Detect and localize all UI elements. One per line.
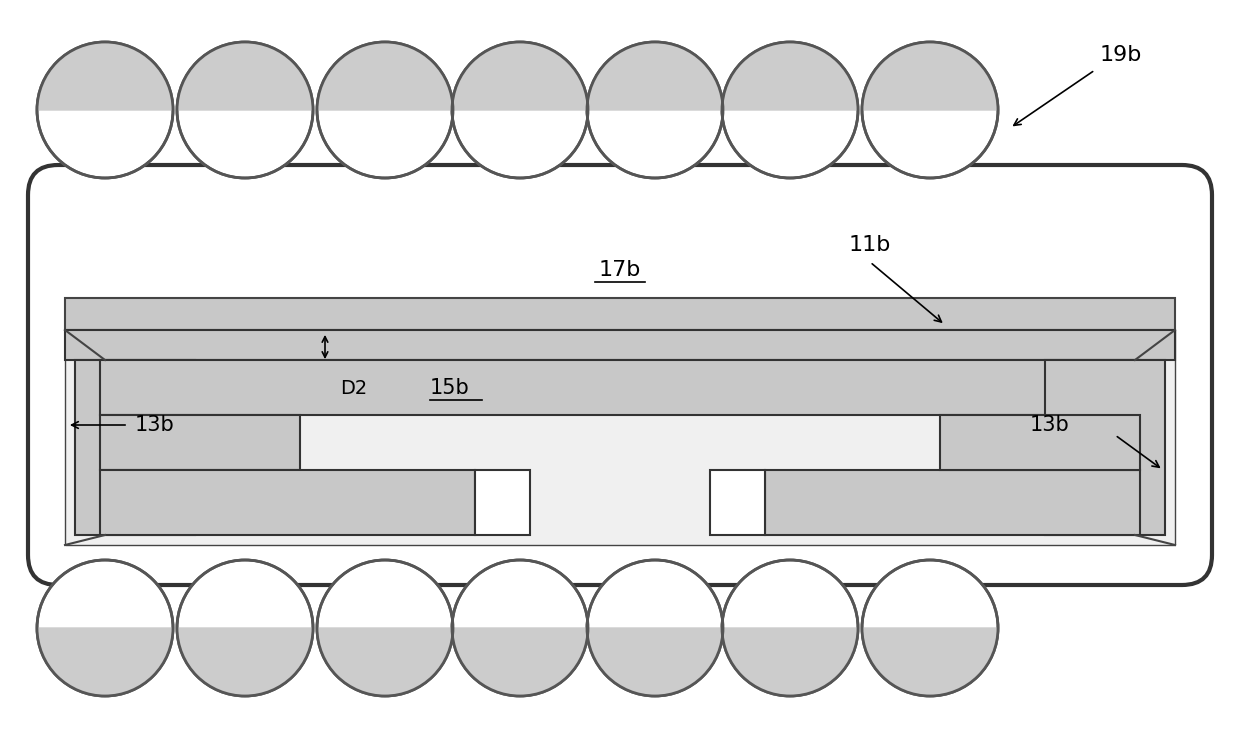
Bar bbox=[74, 360, 195, 535]
Ellipse shape bbox=[37, 42, 174, 178]
FancyBboxPatch shape bbox=[29, 165, 1211, 585]
Bar bbox=[100, 360, 1140, 415]
Polygon shape bbox=[722, 42, 858, 110]
Ellipse shape bbox=[862, 42, 998, 178]
Text: 11b: 11b bbox=[849, 235, 892, 255]
Ellipse shape bbox=[453, 42, 588, 178]
Bar bbox=[64, 330, 1176, 545]
Ellipse shape bbox=[722, 42, 858, 178]
Bar bbox=[1045, 360, 1166, 535]
Polygon shape bbox=[37, 42, 174, 110]
Text: 17b: 17b bbox=[599, 260, 641, 280]
Polygon shape bbox=[862, 628, 998, 696]
Ellipse shape bbox=[587, 42, 723, 178]
Text: 15b: 15b bbox=[430, 378, 470, 398]
Ellipse shape bbox=[453, 560, 588, 696]
Polygon shape bbox=[317, 42, 453, 110]
Text: D2: D2 bbox=[340, 379, 367, 398]
Bar bbox=[64, 298, 1176, 330]
Polygon shape bbox=[587, 628, 723, 696]
Polygon shape bbox=[177, 42, 312, 110]
Polygon shape bbox=[177, 628, 312, 696]
Ellipse shape bbox=[722, 560, 858, 696]
Bar bbox=[100, 415, 300, 470]
Ellipse shape bbox=[587, 560, 723, 696]
Polygon shape bbox=[862, 42, 998, 110]
Bar bbox=[64, 330, 1176, 360]
Polygon shape bbox=[317, 628, 453, 696]
Ellipse shape bbox=[37, 560, 174, 696]
Polygon shape bbox=[722, 628, 858, 696]
Ellipse shape bbox=[177, 560, 312, 696]
Bar bbox=[100, 470, 475, 535]
Ellipse shape bbox=[317, 42, 453, 178]
Ellipse shape bbox=[177, 42, 312, 178]
Polygon shape bbox=[453, 628, 588, 696]
Text: 13b: 13b bbox=[135, 415, 175, 435]
Text: 19b: 19b bbox=[1100, 45, 1142, 65]
Bar bbox=[475, 470, 529, 535]
Polygon shape bbox=[587, 42, 723, 110]
Ellipse shape bbox=[862, 560, 998, 696]
Polygon shape bbox=[37, 628, 174, 696]
Bar bbox=[765, 470, 1140, 535]
Ellipse shape bbox=[317, 560, 453, 696]
Text: 13b: 13b bbox=[1030, 415, 1070, 435]
Polygon shape bbox=[453, 42, 588, 110]
Bar bbox=[711, 470, 765, 535]
Bar bbox=[940, 415, 1140, 470]
